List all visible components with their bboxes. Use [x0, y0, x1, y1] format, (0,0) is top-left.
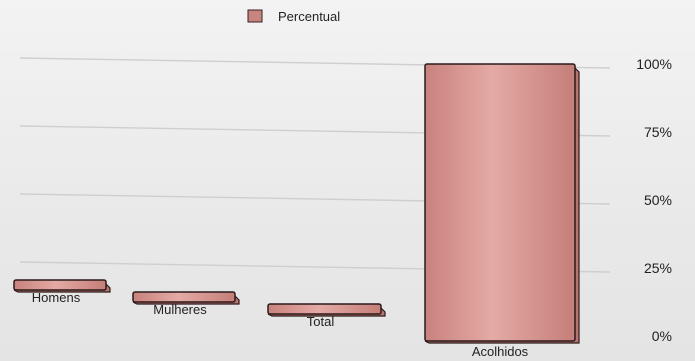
legend-swatch [247, 9, 263, 23]
x-category-label: Mulheres [153, 302, 207, 317]
bar-face [13, 279, 107, 291]
bar-face [132, 291, 236, 303]
y-tick-label: 75% [644, 124, 672, 140]
y-tick-label: 25% [644, 260, 672, 276]
x-category-label: Total [307, 314, 335, 329]
y-tick-label: 50% [644, 192, 672, 208]
bar-face [424, 63, 576, 342]
labels: 0% 25% 50% 75% 100% Homens Mulheres Total Acolhi… [32, 56, 672, 359]
x-category-label: Acolhidos [472, 344, 529, 359]
bars [13, 63, 580, 344]
legend: Percentual [247, 9, 340, 24]
x-category-label: Homens [32, 290, 81, 305]
bar [132, 291, 240, 305]
bar [424, 63, 580, 344]
bar [13, 279, 111, 293]
bar-face [267, 303, 382, 315]
bar [267, 303, 386, 317]
y-tick-label: 0% [652, 328, 672, 344]
legend-label: Percentual [278, 9, 340, 24]
y-tick-label: 100% [636, 56, 672, 72]
